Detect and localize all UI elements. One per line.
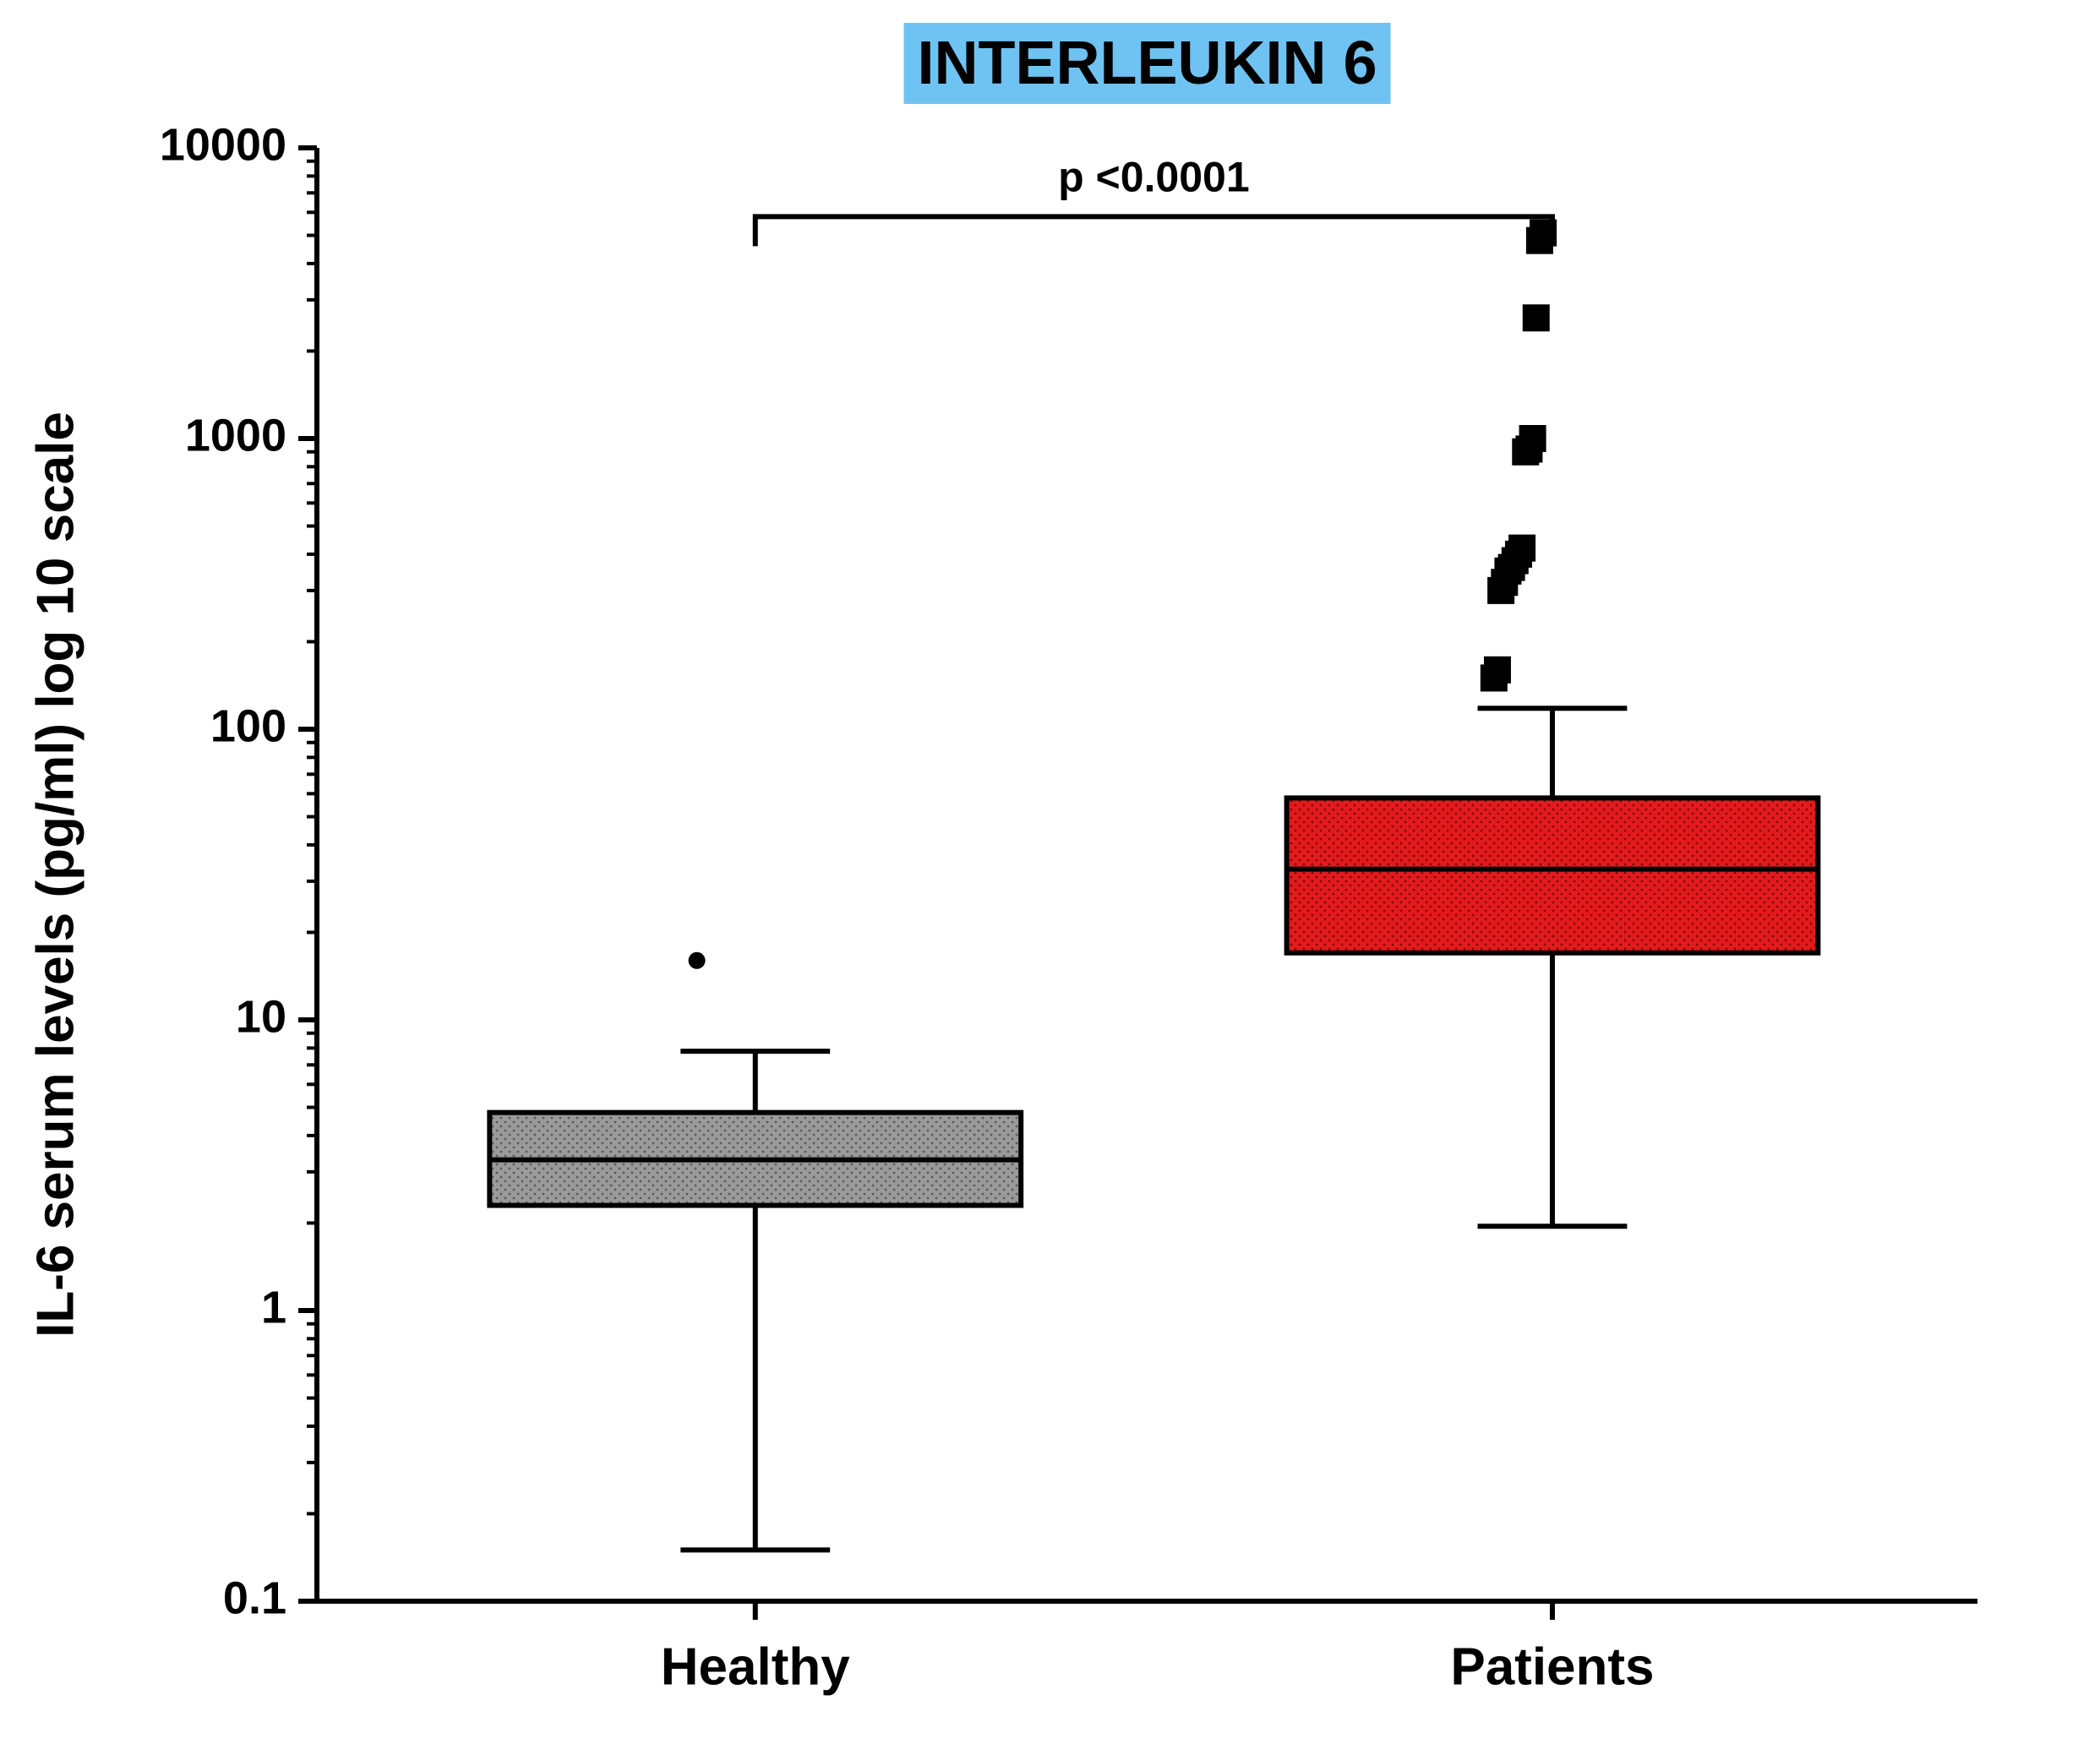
x-tick-label: Healthy bbox=[661, 1638, 850, 1696]
outlier-point bbox=[1530, 220, 1557, 247]
box bbox=[1287, 798, 1819, 952]
x-tick-label: Patients bbox=[1450, 1638, 1654, 1696]
outlier-point bbox=[1508, 535, 1535, 562]
outlier-point bbox=[1484, 657, 1511, 684]
y-tick-label: 1 bbox=[261, 1282, 286, 1333]
chart-title: INTERLEUKIN 6 bbox=[917, 30, 1377, 97]
y-tick-label: 10 bbox=[236, 991, 286, 1042]
y-tick-label: 100 bbox=[210, 700, 286, 751]
outlier-point bbox=[1523, 304, 1550, 331]
y-tick-label: 1000 bbox=[185, 410, 286, 461]
pvalue-bracket bbox=[755, 216, 1552, 246]
boxplot-svg: INTERLEUKIN 6 0.1 1 10 100 1000 10000 IL-6 seru… bbox=[0, 0, 2100, 1744]
pvalue-label: p <0.0001 bbox=[1058, 153, 1250, 200]
outlier-point bbox=[689, 952, 706, 969]
outlier-point bbox=[1519, 425, 1546, 452]
chart-container: INTERLEUKIN 6 0.1 1 10 100 1000 10000 IL-6 seru… bbox=[0, 0, 2100, 1744]
y-tick-label: 0.1 bbox=[223, 1572, 286, 1623]
plot-area: INTERLEUKIN 6 0.1 1 10 100 1000 10000 IL-6 seru… bbox=[26, 23, 1977, 1696]
y-tick-label: 10000 bbox=[160, 119, 286, 170]
y-axis-label: IL-6 serum levels (pg/ml) log 10 scale bbox=[26, 411, 85, 1338]
